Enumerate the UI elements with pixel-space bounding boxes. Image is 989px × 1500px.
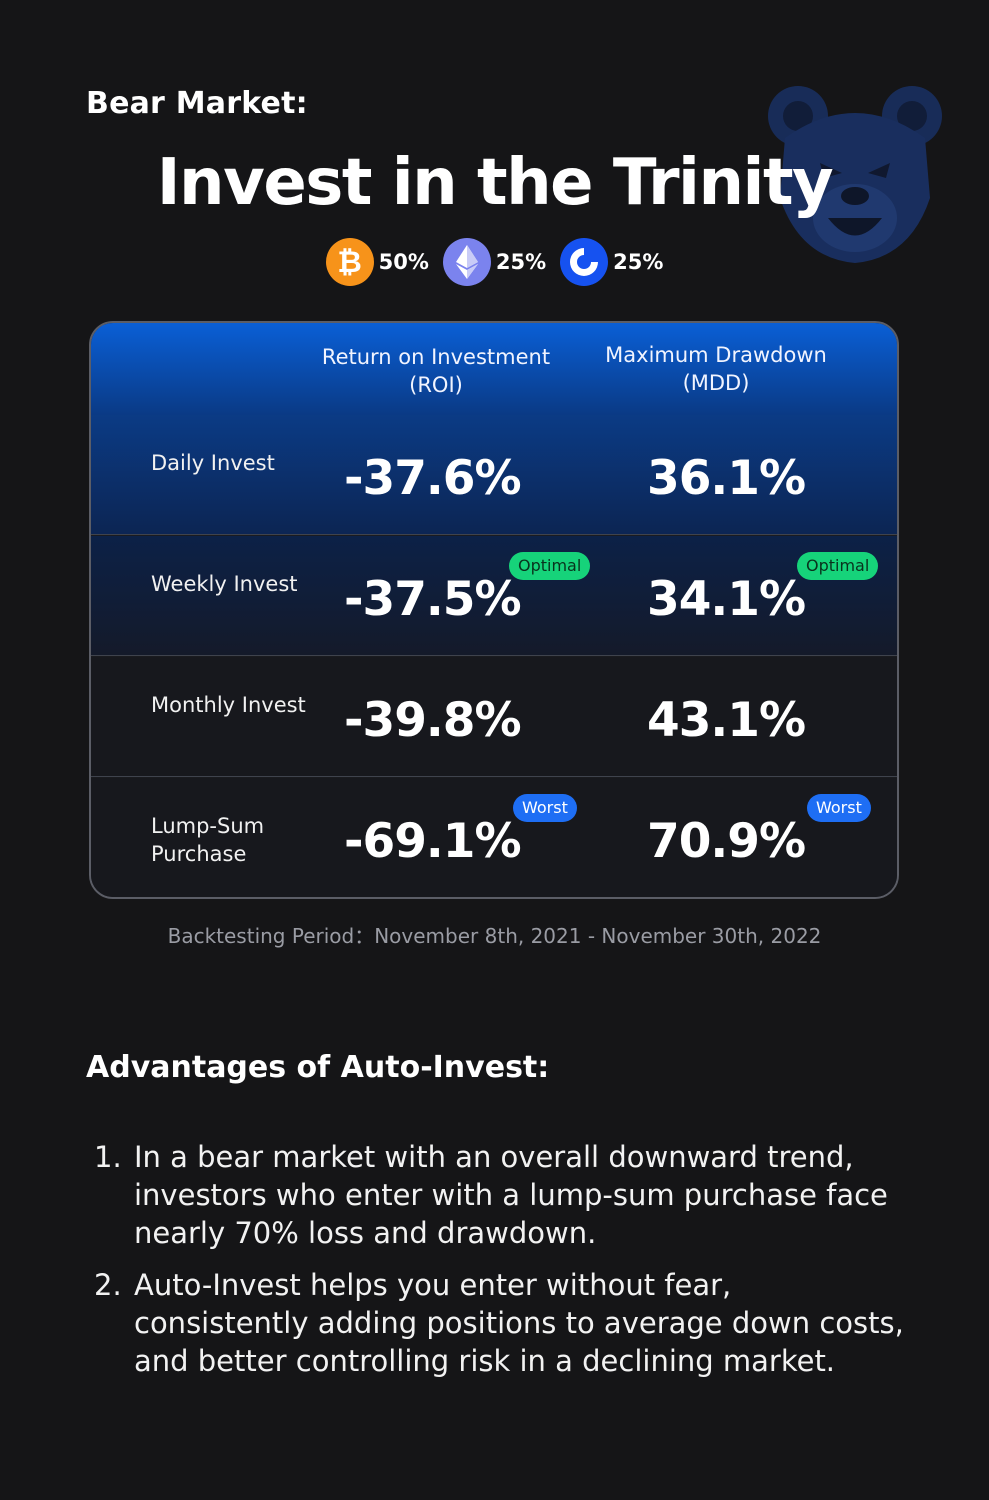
table-row: Weekly Invest -37.5% Optimal 34.1% Optim… (91, 536, 897, 656)
list-item: 2. Auto-Invest helps you enter without f… (94, 1266, 914, 1380)
row-label: Monthly Invest (151, 693, 306, 717)
table-row: Lump-Sum Purchase -69.1% Worst 70.9% Wor… (91, 778, 897, 897)
row-label: Weekly Invest (151, 572, 298, 596)
roi-value: -37.6% (344, 451, 522, 506)
worst-badge: Worst (807, 794, 871, 822)
worst-badge: Worst (513, 794, 577, 822)
row-label: Daily Invest (151, 451, 275, 475)
list-text: Auto-Invest helps you enter without fear… (134, 1268, 904, 1378)
table-row: Daily Invest -37.6% 36.1% (91, 415, 897, 535)
allocation-item-cro: 25% (560, 238, 663, 286)
mdd-value: 70.9% (647, 814, 806, 869)
comparison-table: Return on Investment (ROI) Maximum Drawd… (89, 321, 899, 899)
advantages-heading: Advantages of Auto-Invest: (86, 1050, 550, 1085)
roi-value: -37.5% (344, 572, 522, 627)
allocation-percent: 25% (495, 250, 547, 274)
cronos-icon (560, 238, 609, 286)
allocation-item-btc: ₿ 50% (325, 238, 429, 286)
allocation-item-eth: 25% (442, 238, 547, 286)
allocation-percent: 50% (378, 250, 429, 274)
allocation-percent: 25% (613, 250, 664, 274)
column-header-mdd: Maximum Drawdown (MDD) (605, 343, 827, 395)
roi-value: -39.8% (344, 693, 522, 748)
mdd-value: 43.1% (647, 693, 806, 748)
bear-logo-icon (768, 86, 942, 263)
page-title: Invest in the Trinity (156, 146, 834, 220)
row-label: Lump-Sum Purchase (151, 814, 265, 866)
backtesting-period: Backtesting Period：November 8th, 2021 - … (167, 924, 822, 948)
list-number: 2. (94, 1268, 122, 1302)
list-text: In a bear market with an overall downwar… (134, 1140, 888, 1250)
advantages-list: 1. In a bear market with an overall down… (94, 1138, 914, 1394)
allocation-row: ₿ 50% 25% 25% (0, 238, 989, 286)
list-item: 1. In a bear market with an overall down… (94, 1138, 914, 1252)
column-header-roi: Return on Investment (ROI) (321, 345, 551, 397)
list-number: 1. (94, 1140, 122, 1174)
roi-value: -69.1% (344, 814, 522, 869)
optimal-badge: Optimal (509, 552, 591, 580)
kicker-heading: Bear Market: (86, 86, 308, 121)
table-row: Monthly Invest -39.8% 43.1% (91, 657, 897, 777)
mdd-value: 36.1% (647, 451, 806, 506)
bitcoin-icon: ₿ (325, 238, 374, 286)
ethereum-icon (442, 238, 491, 286)
mdd-value: 34.1% (647, 572, 806, 627)
optimal-badge: Optimal (797, 552, 879, 580)
table-header: Return on Investment (ROI) Maximum Drawd… (91, 323, 897, 416)
